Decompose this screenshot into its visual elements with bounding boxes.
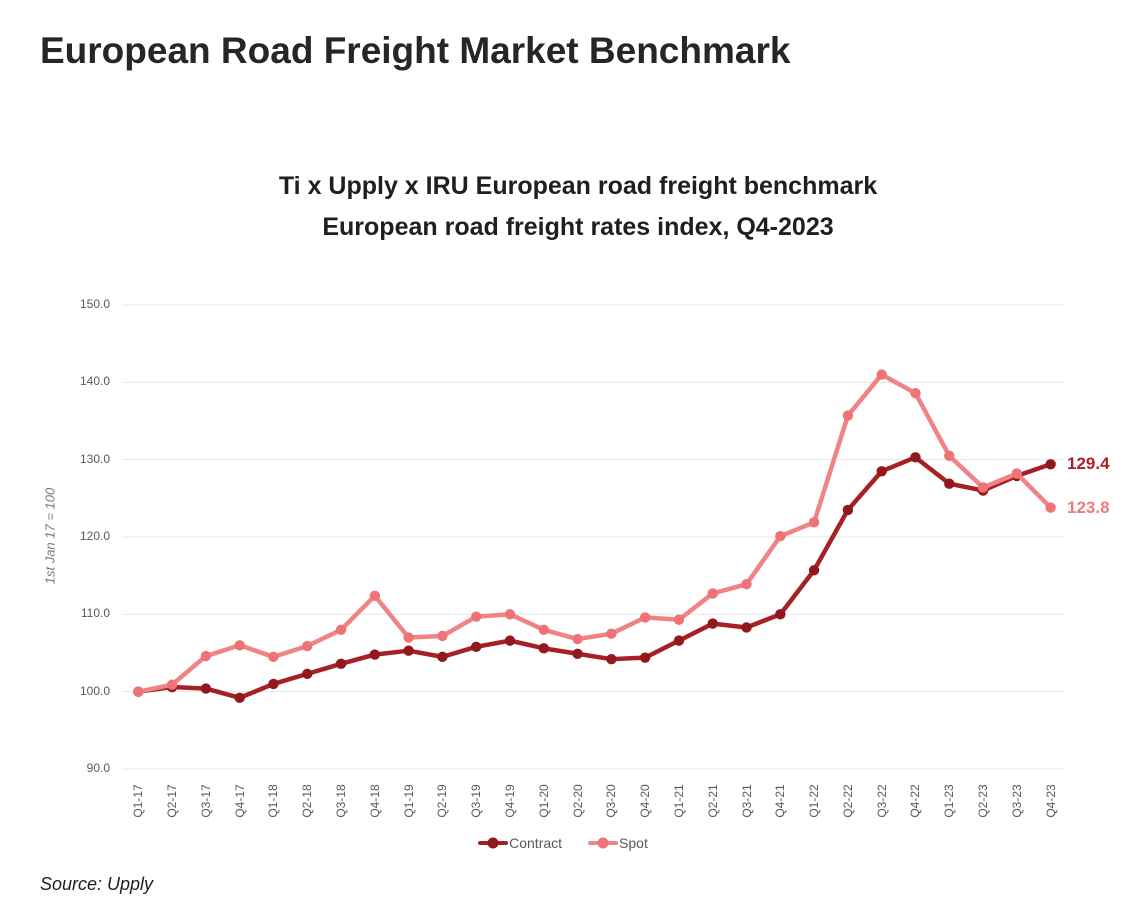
chart-title-line1: Ti x Upply x IRU European road freight b… bbox=[278, 172, 878, 200]
data-point-contract-Q4-21 bbox=[775, 609, 786, 620]
data-point-contract-Q4-23 bbox=[1045, 459, 1056, 470]
data-point-spot-Q2-20 bbox=[572, 633, 583, 645]
data-point-contract-Q1-23 bbox=[944, 478, 955, 489]
data-point-contract-Q4-17 bbox=[234, 692, 245, 704]
data-point-spot-Q3-21 bbox=[741, 578, 752, 590]
legend-marker-dot bbox=[487, 837, 499, 849]
data-point-spot-Q1-19 bbox=[403, 632, 414, 643]
data-point-spot-Q3-23 bbox=[1011, 468, 1023, 479]
legend-item-contract: Contract bbox=[478, 835, 562, 851]
data-point-contract-Q2-20 bbox=[572, 648, 583, 659]
end-label-spot: 123.8 bbox=[1067, 497, 1110, 517]
data-point-spot-Q1-23 bbox=[944, 450, 955, 461]
data-point-spot-Q3-18 bbox=[335, 624, 347, 635]
legend-line-swatch bbox=[588, 837, 619, 849]
y-tick-label: 130.0 bbox=[79, 451, 110, 466]
end-label-contract: 129.4 bbox=[1067, 454, 1110, 474]
data-point-spot-Q2-18 bbox=[302, 640, 313, 652]
data-point-spot-Q1-21 bbox=[673, 614, 685, 625]
data-point-spot-Q2-22 bbox=[842, 410, 854, 421]
data-point-contract-Q2-21 bbox=[707, 618, 718, 629]
data-point-contract-Q2-22 bbox=[842, 504, 854, 516]
data-point-contract-Q4-18 bbox=[369, 649, 381, 660]
data-point-contract-Q4-20 bbox=[639, 652, 651, 663]
data-point-contract-Q1-21 bbox=[673, 635, 685, 646]
data-point-contract-Q3-17 bbox=[200, 683, 212, 694]
data-point-spot-Q4-22 bbox=[910, 387, 921, 399]
data-point-spot-Q1-17 bbox=[133, 686, 144, 697]
data-point-contract-Q1-19 bbox=[403, 645, 414, 656]
data-point-contract-Q3-22 bbox=[876, 466, 887, 477]
data-point-spot-Q3-17 bbox=[200, 650, 212, 662]
data-point-contract-Q3-18 bbox=[335, 658, 347, 670]
y-tick-label: 100.0 bbox=[79, 683, 110, 698]
data-point-spot-Q2-23 bbox=[977, 482, 989, 493]
chart-title: Ti x Upply x IRU European road freight b… bbox=[30, 166, 1126, 248]
data-point-contract-Q1-18 bbox=[268, 678, 279, 690]
data-point-contract-Q1-20 bbox=[538, 643, 549, 654]
data-point-spot-Q1-22 bbox=[808, 517, 820, 528]
data-point-contract-Q3-20 bbox=[606, 653, 617, 665]
source-note: Source: Upply bbox=[40, 874, 154, 894]
data-point-spot-Q3-19 bbox=[471, 611, 482, 622]
y-tick-label: 150.0 bbox=[79, 297, 110, 311]
data-point-spot-Q1-18 bbox=[268, 651, 279, 663]
chart-title-line2: European road freight rates index, Q4-20… bbox=[322, 213, 834, 241]
legend-label: Spot bbox=[619, 835, 648, 851]
data-point-contract-Q2-18 bbox=[302, 668, 313, 680]
data-point-spot-Q4-20 bbox=[639, 612, 651, 623]
legend-label: Contract bbox=[509, 835, 563, 851]
y-tick-label: 90.0 bbox=[86, 761, 110, 775]
y-tick-label: 120.0 bbox=[79, 529, 110, 543]
data-point-contract-Q3-21 bbox=[741, 622, 752, 633]
data-point-spot-Q4-19 bbox=[504, 609, 516, 620]
y-tick-label: 110.0 bbox=[80, 606, 110, 621]
data-point-contract-Q2-19 bbox=[437, 651, 448, 663]
data-point-spot-Q3-20 bbox=[606, 628, 617, 639]
legend-item-spot: Spot bbox=[588, 835, 648, 851]
data-point-spot-Q4-17 bbox=[234, 640, 245, 651]
data-point-contract-Q3-19 bbox=[471, 641, 482, 653]
data-point-spot-Q2-21 bbox=[707, 588, 718, 599]
page-title: European Road Freight Market Benchmark bbox=[40, 30, 791, 71]
data-point-spot-Q4-21 bbox=[775, 531, 786, 542]
data-point-spot-Q4-18 bbox=[369, 590, 381, 601]
data-point-spot-Q1-20 bbox=[538, 624, 549, 635]
chart-legend: Contract Spot bbox=[0, 835, 1126, 851]
data-point-contract-Q4-19 bbox=[504, 635, 516, 646]
data-point-spot-Q2-17 bbox=[166, 679, 178, 690]
data-point-contract-Q4-22 bbox=[910, 452, 921, 463]
data-point-spot-Q3-22 bbox=[876, 369, 887, 380]
data-point-contract-Q1-22 bbox=[808, 565, 820, 576]
legend-line-swatch bbox=[478, 837, 509, 849]
data-point-spot-Q2-19 bbox=[437, 630, 448, 642]
data-point-spot-Q4-23 bbox=[1045, 502, 1056, 513]
y-tick-label: 140.0 bbox=[79, 374, 110, 389]
legend-marker-dot bbox=[597, 837, 609, 849]
